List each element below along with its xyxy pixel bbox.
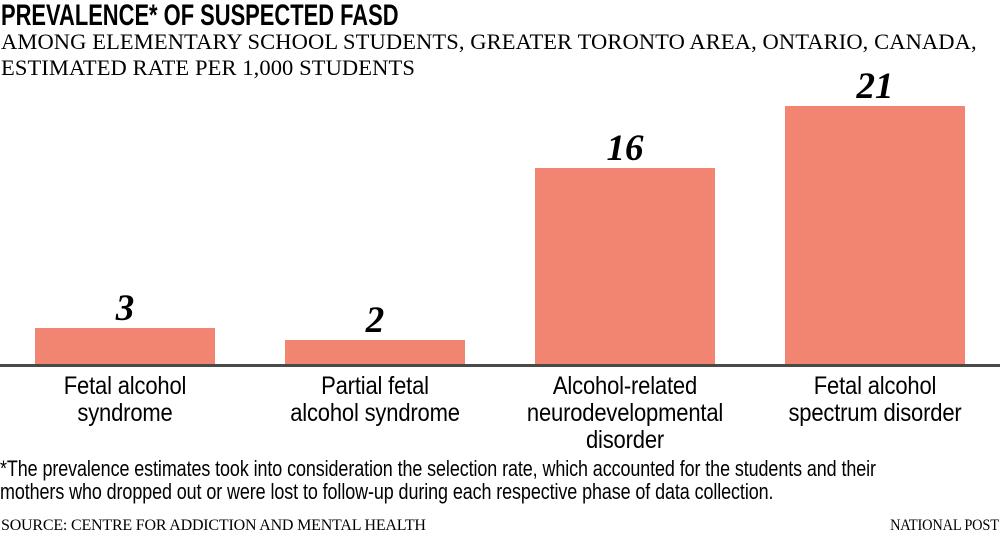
x-axis-label: Alcohol-related neurodevelopmental disor… (526, 372, 724, 454)
bar (535, 168, 715, 365)
bar (285, 340, 465, 365)
bar-value-label: 21 (856, 66, 894, 107)
bar (35, 328, 215, 365)
x-axis-label: Fetal alcohol spectrum disorder (788, 372, 962, 427)
bar-value-label: 2 (365, 300, 385, 341)
chart-title: PREVALENCE* OF SUSPECTED FASD (1, 0, 399, 32)
chart-subtitle: AMONG ELEMENTARY SCHOOL STUDENTS, GREATE… (1, 29, 977, 80)
x-axis-line (0, 364, 1000, 367)
credit-text: NATIONAL POST (890, 517, 999, 534)
x-axis-label: Fetal alcohol syndrome (63, 372, 187, 427)
bar-value-label: 3 (115, 288, 135, 329)
x-axis-label: Partial fetal alcohol syndrome (290, 372, 460, 427)
bar (785, 106, 965, 365)
bar-value-label: 16 (606, 128, 644, 169)
source-text: SOURCE: CENTRE FOR ADDICTION AND MENTAL … (1, 517, 426, 534)
footnote: *The prevalence estimates took into cons… (0, 456, 876, 504)
source-row: SOURCE: CENTRE FOR ADDICTION AND MENTAL … (1, 517, 999, 535)
